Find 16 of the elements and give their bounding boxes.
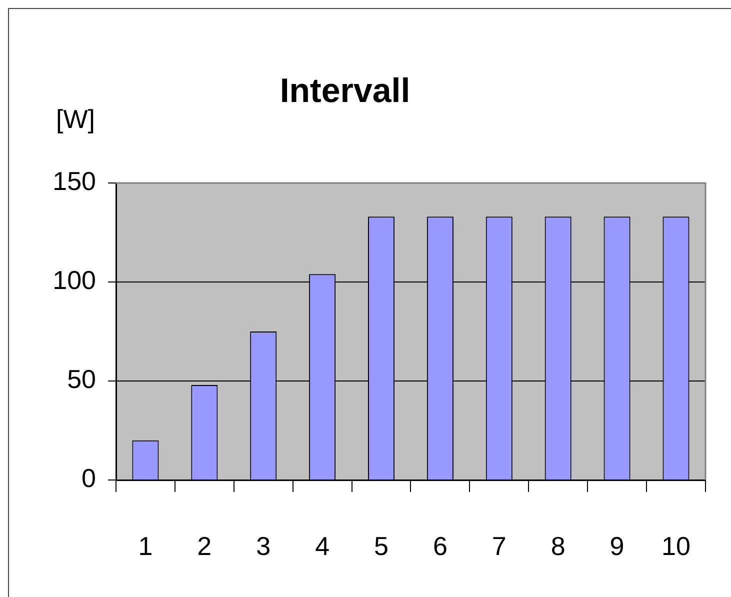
y-tick-label: 100 <box>52 265 96 296</box>
chart-title: Intervall <box>280 72 410 110</box>
x-tick-label: 8 <box>550 530 566 561</box>
x-tick-label: 2 <box>197 530 212 561</box>
x-tick-label: 10 <box>662 530 690 561</box>
x-tick-label: 9 <box>610 530 624 561</box>
x-tick-label: 4 <box>315 530 330 561</box>
x-tick-label: 3 <box>256 530 271 561</box>
x-tick-label: 6 <box>432 530 448 561</box>
y-tick-label: 50 <box>67 364 96 394</box>
y-tick-label: 0 <box>82 463 96 494</box>
y-axis-title: [W] <box>56 104 95 134</box>
x-tick-label: 7 <box>492 530 506 561</box>
x-tick-label: 5 <box>374 530 388 561</box>
x-tick-label: 1 <box>138 530 153 561</box>
y-tick-label: 150 <box>52 166 96 196</box>
